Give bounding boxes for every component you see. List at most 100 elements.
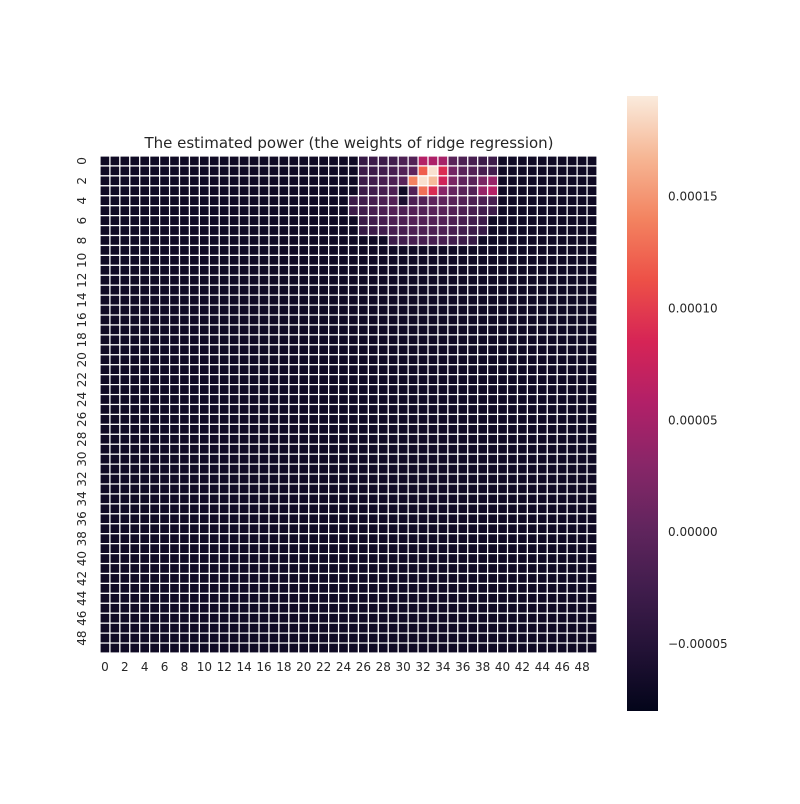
heatmap-cell [407,324,419,336]
heatmap-cell [357,612,369,624]
heatmap-cell [238,473,250,485]
heatmap-cell [228,642,240,654]
heatmap-cell [487,374,499,386]
heatmap-cell [129,393,141,406]
heatmap-cell [178,543,191,555]
heatmap-cell [308,523,320,535]
heatmap-cell [586,533,598,545]
heatmap-cell [328,433,340,445]
heatmap-cell [228,592,240,604]
heatmap-cell [546,254,558,266]
heatmap-cell [248,403,260,416]
heatmap-cell [139,155,151,167]
heatmap-cell [506,562,519,575]
heatmap-cell [159,264,171,276]
heatmap-cell [178,294,191,306]
heatmap-cell [407,254,419,266]
heatmap-cell [337,483,350,495]
heatmap-cell [337,264,350,276]
heatmap-cell [556,513,568,525]
heatmap-cell [238,264,250,276]
heatmap-cell [576,562,588,575]
heatmap-cell [288,324,300,336]
heatmap-cell [457,364,469,376]
heatmap-cell [149,592,161,604]
heatmap-cell [546,413,558,425]
heatmap-cell [407,582,419,594]
heatmap-cell [437,473,449,485]
heatmap-cell [308,384,320,396]
heatmap-cell [129,175,141,187]
heatmap-cell [457,274,469,286]
heatmap-cell [516,274,529,286]
heatmap-cell [586,384,598,396]
heatmap-cell [218,543,230,555]
heatmap-cell [556,602,568,614]
heatmap-cell [457,463,469,475]
heatmap-cell [536,334,548,346]
heatmap-cell [159,314,171,326]
heatmap-cell [477,473,489,485]
heatmap-cell [208,284,220,296]
heatmap-cell [149,384,161,396]
heatmap-cell [506,493,519,505]
heatmap-cell [248,354,260,366]
heatmap-cell [318,374,330,386]
heatmap-cell [168,582,181,594]
heatmap-cell [218,234,230,247]
heatmap-cell [536,195,548,207]
heatmap-cell [149,602,161,614]
heatmap-cell [357,433,369,445]
heatmap-cell [198,572,210,585]
heatmap-cell [149,215,161,227]
heatmap-cell [387,234,399,247]
heatmap-cell [168,592,181,604]
heatmap-cell [467,493,479,505]
heatmap-cell [437,244,449,257]
heatmap-cell [347,443,360,455]
heatmap-cell [337,552,350,565]
heatmap-cell [99,612,111,624]
heatmap-cell [198,344,210,356]
heatmap-cell [576,294,588,306]
heatmap-cell [556,453,568,465]
heatmap-cell [278,314,290,326]
heatmap-cell [228,493,240,505]
heatmap-cell [308,254,320,266]
heatmap-cell [536,473,548,485]
heatmap-cell [99,244,111,257]
heatmap-cell [347,324,360,336]
heatmap-cell [198,215,210,227]
heatmap-cell [119,374,131,386]
heatmap-cell [526,582,538,594]
heatmap-cell [337,433,350,445]
heatmap-cell [586,552,598,565]
heatmap-cell [536,513,548,525]
heatmap-cell [258,622,270,634]
heatmap-cell [268,334,280,346]
heatmap-cell [566,384,578,396]
heatmap-cell [367,254,379,266]
heatmap-cell [238,582,250,594]
heatmap-cell [298,642,310,654]
heatmap-cell [178,602,191,614]
heatmap-cell [497,314,509,326]
heatmap-cell [119,234,131,247]
heatmap-cell [198,413,210,425]
heatmap-cell [437,562,449,575]
heatmap-cell [536,384,548,396]
heatmap-cell [149,254,161,266]
heatmap-cell [387,175,399,187]
heatmap-cell [516,324,529,336]
heatmap-cell [328,582,340,594]
heatmap-cell [119,622,131,634]
heatmap-cell [556,483,568,495]
heatmap-cell [188,632,201,644]
heatmap-cell [149,294,161,306]
heatmap-cell [198,552,210,565]
heatmap-cell [387,195,399,207]
heatmap-cell [516,403,529,416]
heatmap-cell [347,552,360,565]
heatmap-cell [556,334,568,346]
heatmap-cell [447,523,459,535]
